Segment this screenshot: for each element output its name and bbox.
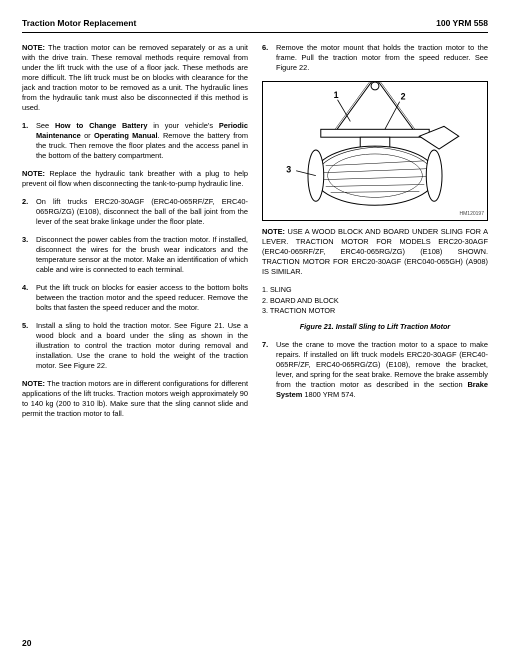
note-label: NOTE: xyxy=(22,43,45,52)
callout-1-text: 1 xyxy=(334,90,339,100)
figure-21-illustration: 1 2 3 HM120197 xyxy=(262,81,488,221)
step-body: On lift trucks ERC20-30AGF (ERC40-065RF/… xyxy=(36,197,248,227)
note-label: NOTE: xyxy=(262,227,285,236)
figure-code: HM120197 xyxy=(460,211,484,218)
step-body: Use the crane to move the traction motor… xyxy=(276,340,488,400)
note-1: NOTE: The traction motor can be removed … xyxy=(22,43,248,113)
note-label: NOTE: xyxy=(22,379,45,388)
note-3: NOTE: The traction motors are in differe… xyxy=(22,379,248,419)
step-7: 7. Use the crane to move the traction mo… xyxy=(262,340,488,400)
legend-item: 2. BOARD AND BLOCK xyxy=(262,296,488,306)
step-body: Remove the motor mount that holds the tr… xyxy=(276,43,488,73)
step-6: 6. Remove the motor mount that holds the… xyxy=(262,43,488,73)
step-body: Install a sling to hold the traction mot… xyxy=(36,321,248,371)
header-right: 100 YRM 558 xyxy=(436,18,488,28)
header-left: Traction Motor Replacement xyxy=(22,18,136,28)
step-4: 4. Put the lift truck on blocks for easi… xyxy=(22,283,248,313)
step-number: 2. xyxy=(22,197,36,227)
step-1: 1. See How to Change Battery in your veh… xyxy=(22,121,248,161)
step-number: 3. xyxy=(22,235,36,275)
step-5: 5. Install a sling to hold the traction … xyxy=(22,321,248,371)
step-number: 7. xyxy=(262,340,276,400)
figure-caption: Figure 21. Install Sling to Lift Tractio… xyxy=(262,322,488,332)
traction-motor-diagram-icon: 1 2 3 xyxy=(263,82,487,220)
left-column: NOTE: The traction motor can be removed … xyxy=(22,43,248,427)
body-columns: NOTE: The traction motor can be removed … xyxy=(22,43,488,427)
callout-3-text: 3 xyxy=(286,165,291,175)
step-3: 3. Disconnect the power cables from the … xyxy=(22,235,248,275)
steps-list-d: 7. Use the crane to move the traction mo… xyxy=(262,340,488,400)
note-body: The traction motors are in different con… xyxy=(22,379,248,418)
step-number: 6. xyxy=(262,43,276,73)
steps-list-b: 2. On lift trucks ERC20-30AGF (ERC40-065… xyxy=(22,197,248,371)
step-2: 2. On lift trucks ERC20-30AGF (ERC40-065… xyxy=(22,197,248,227)
page-number: 20 xyxy=(22,638,31,648)
step-number: 1. xyxy=(22,121,36,161)
figure-legend: 1. SLING 2. BOARD AND BLOCK 3. TRACTION … xyxy=(262,285,488,316)
steps-list-c: 6. Remove the motor mount that holds the… xyxy=(262,43,488,73)
note-2: NOTE: Replace the hydraulic tank breathe… xyxy=(22,169,248,189)
steps-list-a: 1. See How to Change Battery in your veh… xyxy=(22,121,248,161)
note-label: NOTE: xyxy=(22,169,45,178)
legend-item: 3. TRACTION MOTOR xyxy=(262,306,488,316)
step-body: Disconnect the power cables from the tra… xyxy=(36,235,248,275)
callout-2-text: 2 xyxy=(401,92,406,102)
right-column: 6. Remove the motor mount that holds the… xyxy=(262,43,488,427)
legend-item: 1. SLING xyxy=(262,285,488,295)
note-body: The traction motor can be removed separa… xyxy=(22,43,248,112)
step-body: See How to Change Battery in your vehicl… xyxy=(36,121,248,161)
step-number: 4. xyxy=(22,283,36,313)
step-body: Put the lift truck on blocks for easier … xyxy=(36,283,248,313)
note-4: NOTE: USE A WOOD BLOCK AND BOARD UNDER S… xyxy=(262,227,488,277)
note-body: USE A WOOD BLOCK AND BOARD UNDER SLING F… xyxy=(262,227,488,276)
page-header: Traction Motor Replacement 100 YRM 558 xyxy=(22,18,488,33)
step-number: 5. xyxy=(22,321,36,371)
note-body: Replace the hydraulic tank breather with… xyxy=(22,169,248,188)
